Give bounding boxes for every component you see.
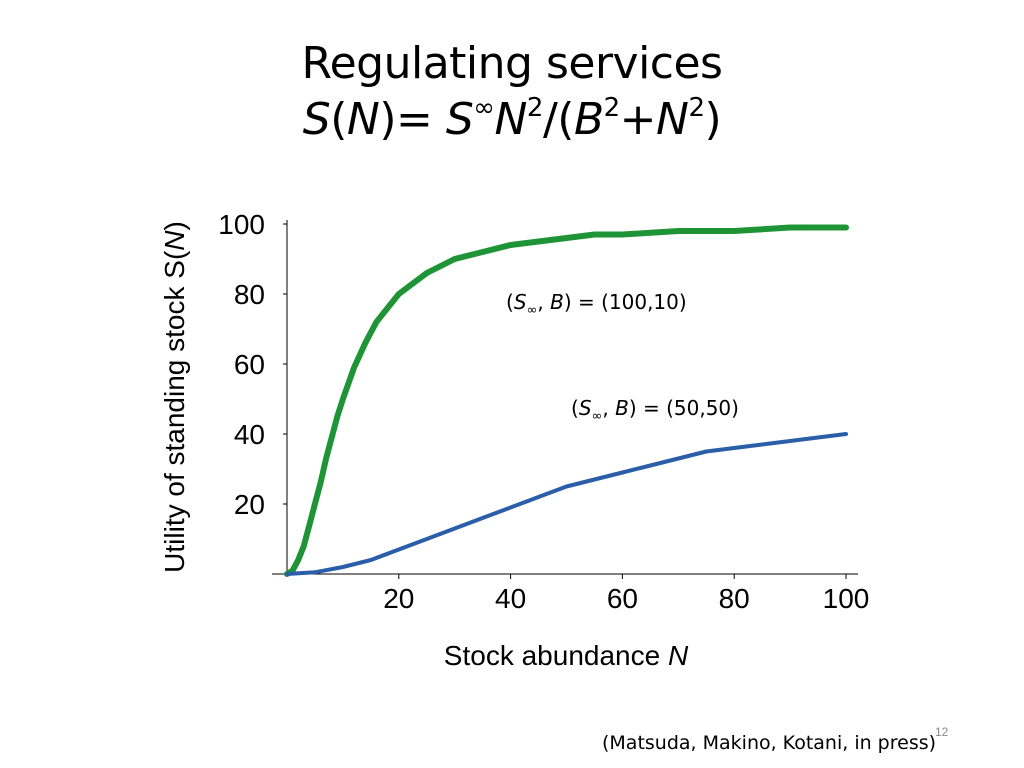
x-tick-label-20: 20 (383, 583, 414, 614)
x-tick-label-60: 60 (607, 583, 638, 614)
y-tick-label-100: 100 (218, 209, 265, 240)
slide-title: Regulating services S(N)= S∞N2/(B2+N2) (0, 36, 1024, 148)
x-tick-label-80: 80 (719, 583, 750, 614)
series-line-1 (284, 224, 849, 577)
x-axis-label: Stock abundance N (444, 640, 689, 671)
title-formula: S(N)= S∞N2/(B2+N2) (302, 93, 722, 145)
y-tick-label-20: 20 (234, 489, 265, 520)
y-tick-label-60: 60 (234, 349, 265, 380)
annotation-green-curve: (S∞, B) = (100,10) (506, 290, 687, 318)
annotation-blue-curve: (S∞, B) = (50,50) (571, 396, 739, 424)
y-tick-label-40: 40 (234, 419, 265, 450)
x-tick-label-100: 100 (823, 583, 870, 614)
title-line-1: Regulating services (301, 38, 723, 89)
slide-number: 12 (935, 725, 949, 739)
citation: (Matsuda, Makino, Kotani, in press) (602, 732, 937, 754)
x-tick-label-40: 40 (495, 583, 526, 614)
y-axis-label: Utility of standing stock S(N) (159, 221, 190, 573)
y-tick-label-80: 80 (234, 279, 265, 310)
series-line-2 (285, 432, 848, 576)
